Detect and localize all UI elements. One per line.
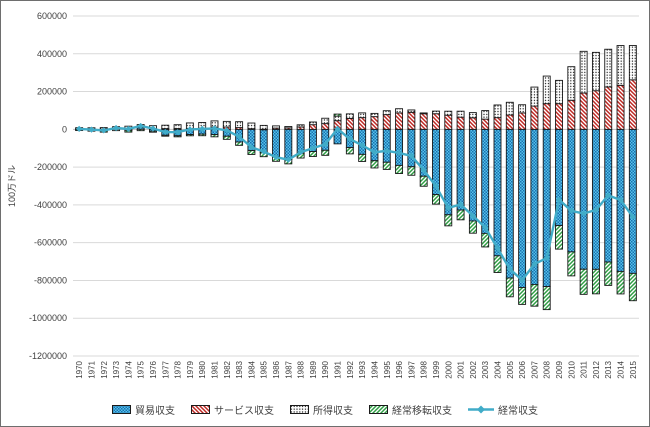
current-account-line [76, 122, 636, 284]
svg-text:1979: 1979 [186, 360, 195, 378]
gridlines [73, 15, 639, 357]
svg-text:600000: 600000 [37, 11, 67, 21]
bar-series-services [75, 79, 637, 131]
svg-text:2006: 2006 [518, 360, 527, 378]
svg-text:1989: 1989 [309, 360, 318, 378]
svg-text:1975: 1975 [137, 360, 146, 378]
svg-text:1983: 1983 [235, 360, 244, 378]
svg-text:2005: 2005 [506, 360, 515, 378]
bar-series-trade [75, 127, 637, 288]
svg-text:1970: 1970 [75, 360, 84, 378]
svg-text:0: 0 [62, 124, 67, 134]
legend-item-current: 経常収支 [468, 402, 538, 417]
svg-text:1990: 1990 [321, 360, 330, 378]
legend-item-trade: 貿易収支 [112, 402, 175, 417]
svg-text:2010: 2010 [567, 360, 576, 378]
svg-text:1978: 1978 [174, 360, 183, 378]
svg-text:1971: 1971 [87, 360, 96, 378]
svg-text:1980: 1980 [198, 360, 207, 378]
svg-text:1974: 1974 [124, 360, 133, 378]
svg-text:1997: 1997 [407, 360, 416, 378]
svg-text:1973: 1973 [112, 360, 121, 378]
svg-text:-600000: -600000 [34, 238, 67, 248]
svg-text:1981: 1981 [211, 360, 220, 378]
svg-text:1985: 1985 [260, 360, 269, 378]
svg-text:1992: 1992 [346, 360, 355, 378]
legend-label-services: サービス収支 [214, 405, 274, 417]
svg-text:-800000: -800000 [34, 275, 67, 285]
svg-text:2001: 2001 [457, 360, 466, 378]
svg-text:-1200000: -1200000 [29, 351, 67, 361]
svg-text:2004: 2004 [494, 360, 503, 378]
svg-text:1986: 1986 [272, 360, 281, 378]
svg-text:2003: 2003 [481, 360, 490, 378]
legend-label-income: 所得収支 [313, 405, 353, 417]
svg-text:2000: 2000 [444, 360, 453, 378]
svg-text:1993: 1993 [358, 360, 367, 378]
svg-text:200000: 200000 [37, 87, 67, 97]
svg-text:2013: 2013 [604, 360, 613, 378]
svg-text:2014: 2014 [617, 360, 626, 378]
stacked-bars [75, 45, 637, 311]
chart-legend: 貿易収支 サービス収支 所得収支 経常移転収支 経常収支 [1, 397, 649, 421]
svg-text:2008: 2008 [543, 360, 552, 378]
current-line-swatch-icon [468, 405, 494, 413]
svg-text:1977: 1977 [161, 360, 170, 378]
trade-swatch-icon [112, 404, 131, 414]
svg-text:2012: 2012 [592, 360, 601, 378]
svg-text:1972: 1972 [100, 360, 109, 378]
legend-item-income: 所得収支 [290, 402, 353, 417]
legend-item-transfers: 経常移転収支 [369, 402, 452, 417]
svg-text:1999: 1999 [432, 360, 441, 378]
y-axis-title: 100万ドル [7, 165, 17, 207]
svg-text:1998: 1998 [420, 360, 429, 378]
svg-text:1994: 1994 [370, 360, 379, 378]
x-axis-year-labels: 1970 1971 1972 1973 1974 1975 1976 1977 1978 1979… [75, 360, 638, 378]
svg-text:2009: 2009 [555, 360, 564, 378]
services-swatch-icon [191, 404, 210, 414]
transfers-swatch-icon [369, 404, 388, 414]
svg-text:1988: 1988 [297, 360, 306, 378]
svg-text:1976: 1976 [149, 360, 158, 378]
legend-label-current: 経常収支 [498, 405, 538, 417]
svg-text:1991: 1991 [334, 360, 343, 378]
y-axis-tick-labels: 600000 400000 200000 0 -200000 -400000 -600000… [29, 11, 67, 361]
legend-label-transfers: 経常移転収支 [392, 405, 452, 417]
svg-text:-1000000: -1000000 [29, 313, 67, 323]
legend-item-services: サービス収支 [191, 402, 274, 417]
svg-text:1995: 1995 [383, 360, 392, 378]
bar-series-income [75, 45, 637, 130]
svg-text:2011: 2011 [580, 360, 589, 378]
svg-text:1996: 1996 [395, 360, 404, 378]
svg-text:-400000: -400000 [34, 200, 67, 210]
svg-text:1987: 1987 [284, 360, 293, 378]
svg-text:-200000: -200000 [34, 162, 67, 172]
svg-text:1982: 1982 [223, 360, 232, 378]
svg-text:1984: 1984 [247, 360, 256, 378]
income-swatch-icon [290, 404, 309, 414]
svg-text:400000: 400000 [37, 49, 67, 59]
svg-text:2015: 2015 [629, 360, 638, 378]
svg-text:2002: 2002 [469, 360, 478, 378]
svg-text:2007: 2007 [530, 360, 539, 378]
legend-label-trade: 貿易収支 [135, 405, 175, 417]
